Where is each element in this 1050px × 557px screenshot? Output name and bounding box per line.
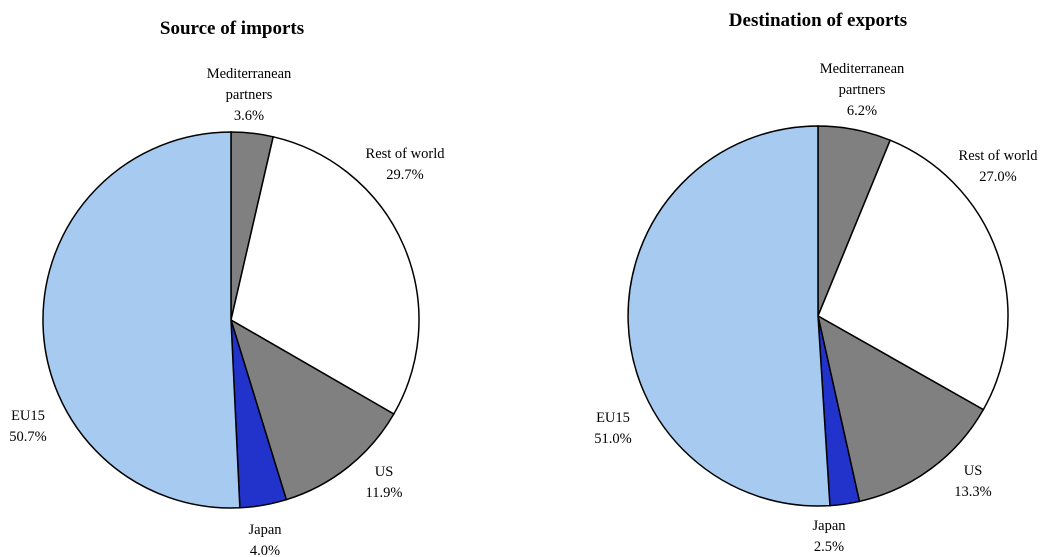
chart-title: Destination of exports	[729, 10, 907, 31]
pie-slice-us	[229, 318, 395, 501]
pie-slice-us	[816, 314, 985, 503]
slice-label-japan: Japan 2.5%	[812, 518, 846, 555]
pie-slice-rest-of-world	[230, 135, 420, 416]
slice-label-mediterranean-partners: Mediterranean partners 6.2%	[820, 61, 905, 119]
slice-label-us: US 13.3%	[954, 463, 991, 500]
slice-label-rest-of-world: Rest of world 27.0%	[959, 148, 1039, 185]
pie-slice-eu15	[627, 125, 831, 507]
slice-label-us: US 11.9%	[366, 464, 403, 501]
slice-label-japan: Japan 4.0%	[248, 522, 282, 557]
slice-label-rest-of-world: Rest of world 29.7%	[366, 146, 446, 183]
chart-title: Source of imports	[160, 18, 304, 39]
slice-label-eu15: EU15 50.7%	[9, 408, 46, 445]
slice-label-eu15: EU15 51.0%	[594, 410, 631, 447]
pie-slice-eu15	[42, 131, 241, 509]
pie-chart-2: Destination of exports Mediterranean partn…	[594, 10, 1038, 555]
pie-chart-1: Source of imports Mediterranean partners 3.…	[9, 18, 445, 557]
slice-label-mediterranean-partners: Mediterranean partners 3.6%	[207, 66, 292, 124]
